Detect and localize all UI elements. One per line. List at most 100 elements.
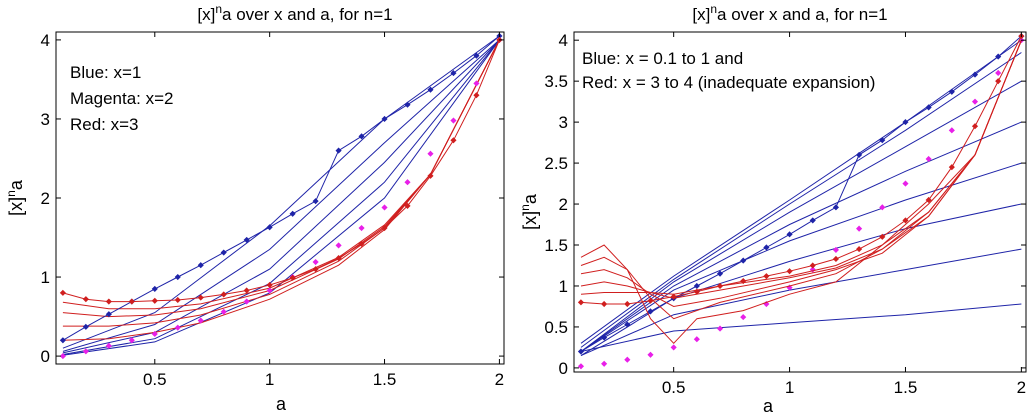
right-point-magenta-9-14	[902, 180, 909, 187]
left-point-blue-9-2	[105, 311, 112, 318]
right-point-magenta-9-7	[740, 314, 747, 321]
right-legend: Blue: x = 0.1 to 1 and Red: x = 3 to 4 (…	[582, 49, 875, 92]
right-x-tick-label-2: 1.5	[894, 378, 918, 397]
left-series-blue-line-1	[62, 39, 500, 352]
right-point-red-15-6	[716, 282, 724, 290]
left-point-blue-9-5	[174, 273, 181, 281]
right-point-blue-8-3	[647, 308, 654, 315]
left-point-blue-9-10	[289, 210, 296, 217]
left-y-tick-label-4: 4	[41, 31, 50, 50]
right-plot-frame	[573, 31, 1027, 373]
left-y-tick-label-2: 2	[41, 189, 50, 208]
left-x-tick-label-3: 2	[495, 370, 504, 389]
left-series-blue-line-2	[62, 39, 500, 354]
right-series-red-line-14	[580, 40, 1022, 295]
left-point-red-11-10	[289, 274, 296, 281]
right-point-blue-8-18	[995, 53, 1002, 60]
right-series-red-line-15	[580, 35, 1022, 305]
left-point-magenta-10-9	[266, 287, 273, 294]
right-point-magenta-9-18	[995, 69, 1002, 77]
left-point-blue-9-0	[59, 337, 66, 344]
left-series-blue-line-9	[62, 35, 500, 341]
right-point-red-15-17	[971, 123, 979, 130]
right-chart-title: [x]na over x and a, for n=1	[692, 2, 887, 24]
left-point-magenta-10-2	[105, 342, 112, 349]
right-point-blue-8-1	[601, 334, 608, 341]
right-point-blue-8-7	[740, 257, 747, 264]
left-point-red-11-17	[450, 137, 457, 144]
left-x-axis-label: a	[276, 394, 287, 414]
right-x-tick-label-1: 1	[785, 378, 794, 397]
right-point-magenta-9-11	[832, 246, 839, 253]
right-chart: [x]na over x and a, for n=1 0.5 1 1.5 200.5…	[518, 2, 1027, 416]
left-point-blue-9-4	[151, 285, 158, 292]
left-point-red-11-18	[473, 92, 480, 99]
right-point-blue-8-10	[809, 217, 816, 224]
left-plot-area	[59, 32, 503, 360]
left-point-red-11-7	[220, 291, 227, 298]
left-point-magenta-10-16	[427, 150, 434, 157]
right-series-blue-line-8	[580, 35, 1022, 352]
left-point-red-11-12	[335, 255, 342, 262]
right-x-tick-label-3: 2	[1017, 378, 1026, 397]
left-point-blue-9-17	[450, 70, 457, 77]
left-point-red-11-5	[174, 296, 181, 304]
right-point-red-15-4	[670, 293, 677, 300]
left-x-tick-label-2: 1.5	[373, 370, 397, 389]
left-point-magenta-10-8	[243, 298, 250, 305]
right-y-tick-label-8: 4	[559, 31, 568, 50]
left-point-blue-9-8	[243, 236, 250, 243]
right-plot-area	[577, 33, 1025, 370]
left-point-magenta-10-17	[450, 117, 457, 124]
left-point-magenta-10-11	[312, 258, 319, 266]
left-point-blue-9-12	[335, 147, 342, 154]
right-y-tick-label-2: 1	[559, 277, 568, 296]
right-point-red-15-5	[693, 288, 700, 295]
right-y-tick-label-6: 3	[559, 113, 568, 132]
right-y-tick-label-0: 0	[559, 359, 568, 378]
right-series-red-line-10	[580, 40, 1022, 345]
right-point-blue-8-15	[925, 104, 932, 111]
left-point-magenta-10-5	[174, 324, 181, 331]
right-point-red-15-7	[740, 277, 747, 285]
right-point-red-15-18	[995, 78, 1002, 85]
right-point-blue-8-16	[948, 88, 955, 95]
right-point-magenta-9-17	[971, 98, 979, 105]
right-point-red-15-16	[948, 164, 955, 171]
right-point-magenta-9-6	[716, 325, 724, 332]
left-point-blue-9-11	[312, 198, 319, 205]
left-point-red-11-8	[243, 287, 250, 294]
left-point-red-11-4	[151, 297, 158, 304]
left-point-red-11-0	[59, 289, 66, 296]
right-point-red-15-12	[856, 246, 863, 253]
right-y-tick-label-3: 1.5	[544, 236, 568, 255]
right-point-blue-8-17	[971, 71, 979, 78]
left-point-blue-9-6	[197, 262, 204, 269]
left-point-magenta-10-6	[197, 317, 204, 324]
right-series-blue-line-0	[580, 303, 1022, 352]
left-point-blue-9-14	[381, 115, 388, 123]
right-series-blue-line-3	[580, 162, 1022, 352]
left-series-red-line-5	[62, 39, 500, 341]
right-series-blue-line-5	[580, 80, 1022, 352]
right-point-magenta-9-2	[624, 356, 631, 363]
right-point-magenta-9-16	[948, 127, 955, 134]
right-legend-line-1: Blue: x = 0.1 to 1 and	[582, 49, 743, 68]
left-y-tick-label-1: 1	[41, 268, 50, 287]
left-point-magenta-10-13	[358, 224, 365, 232]
right-y-axis-label: [x]na	[518, 193, 540, 230]
right-axis-ticks: 0.5 1 1.5 2 0 0.5 1 1.5 2 2.5 3 3.5 4	[544, 31, 1026, 397]
right-point-blue-8-14	[902, 119, 909, 126]
right-point-magenta-9-4	[670, 344, 677, 351]
right-point-magenta-9-1	[601, 360, 608, 367]
right-point-blue-8-11	[832, 204, 839, 211]
left-point-magenta-10-4	[151, 330, 158, 338]
left-point-red-11-9	[266, 281, 273, 289]
right-point-blue-8-13	[879, 137, 886, 144]
right-y-tick-label-7: 3.5	[544, 72, 568, 91]
right-point-magenta-9-15	[925, 155, 932, 163]
right-point-blue-8-12	[856, 151, 863, 158]
left-y-tick-label-0: 0	[41, 347, 50, 366]
left-point-blue-9-1	[82, 323, 89, 330]
